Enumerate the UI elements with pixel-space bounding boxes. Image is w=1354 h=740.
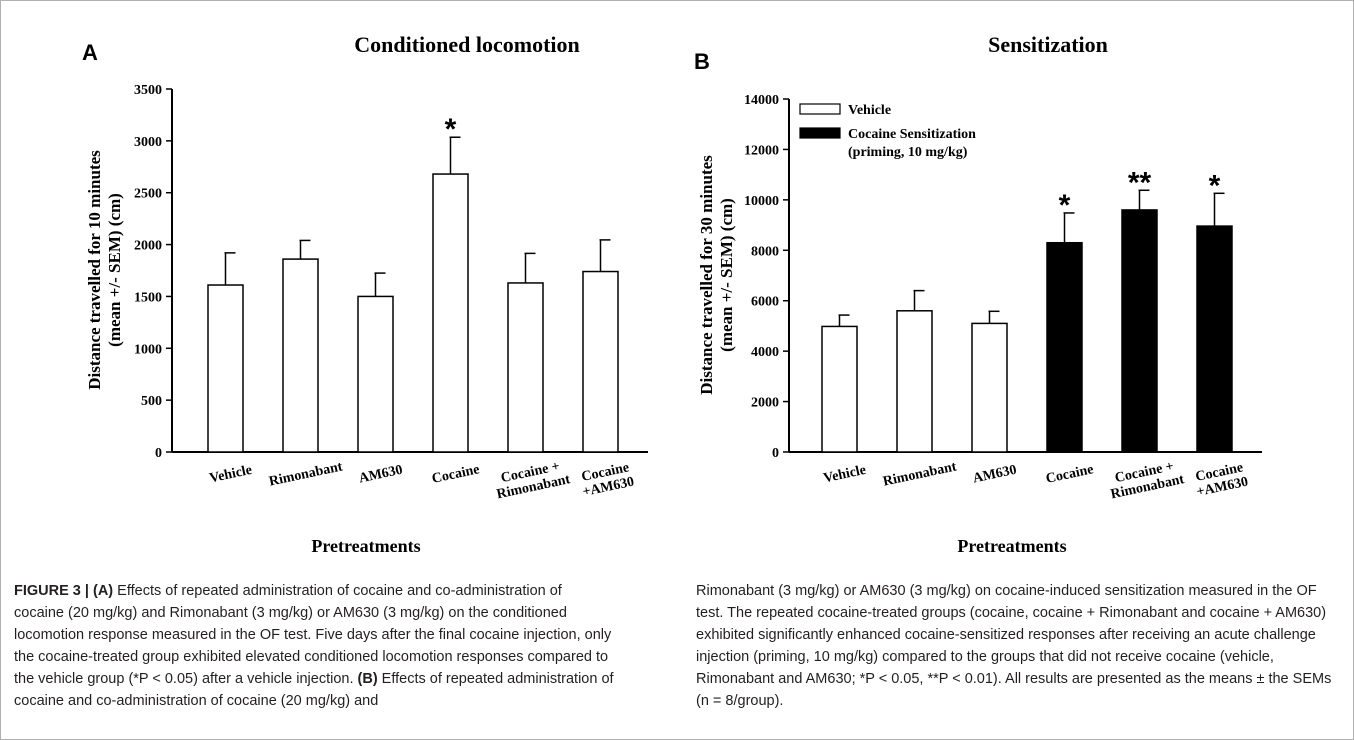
legend-label: Cocaine Sensitization (848, 127, 976, 142)
y-axis-label-line: Distance travelled for 10 minutes (85, 150, 104, 390)
y-axis-label: Distance travelled for 30 minutes(mean +… (697, 155, 736, 395)
x-axis-label: Pretreatments (957, 536, 1066, 556)
category-label-line: Cocaine (1045, 462, 1095, 487)
significance-marker: ** (1128, 166, 1152, 199)
category-label: Cocaine +Rimonabant (492, 457, 572, 502)
category-label: Vehicle (822, 463, 867, 487)
category-label-line: Vehicle (822, 463, 867, 487)
category-label-line: Rimonabant (268, 459, 344, 489)
y-axis-label-line: Distance travelled for 30 minutes (697, 155, 716, 395)
category-label-line: Rimonabant (882, 459, 958, 489)
y-tick-label: 4000 (751, 345, 779, 360)
category-label-line: AM630 (972, 463, 1018, 487)
caption-text: (A) (93, 583, 114, 599)
category-label: Cocaine (431, 462, 481, 487)
y-tick-label: 3500 (134, 83, 162, 98)
legend-label: Vehicle (848, 103, 891, 118)
caption-text: Effects of repeated administration of co… (14, 583, 612, 687)
bar (282, 258, 319, 453)
bar (1196, 225, 1233, 453)
bar (507, 282, 544, 453)
y-axis-label-line: (mean +/- SEM) (cm) (105, 193, 124, 347)
y-tick-label: 2000 (751, 396, 779, 411)
category-label-line: AM630 (358, 463, 404, 487)
bar (432, 173, 469, 453)
category-label: Cocaine+AM630 (578, 460, 635, 500)
caption-text: Rimonabant (3 mg/kg) or AM630 (3 mg/kg) … (696, 583, 1332, 709)
bar (1046, 241, 1083, 453)
category-label: AM630 (972, 463, 1018, 487)
figure-charts: A Conditioned locomotion 0 500 1000 1500 2000 2… (82, 32, 1262, 556)
category-label: Rimonabant (268, 459, 344, 489)
bar (207, 284, 244, 453)
chart-panel-B: B Sensitization 0 2000 4000 6000 8000 10000 1200… (694, 32, 1262, 556)
legend-swatch (799, 127, 841, 139)
significance-marker: * (1059, 189, 1071, 222)
y-tick-label: 1000 (134, 342, 162, 357)
bar (1121, 209, 1158, 453)
y-tick-label: 500 (141, 394, 162, 409)
y-tick-label: 14000 (744, 93, 779, 108)
category-label: Cocaine +Rimonabant (1106, 457, 1186, 502)
y-tick-label: 6000 (751, 295, 779, 310)
bar (971, 322, 1008, 453)
y-tick-label: 12000 (744, 143, 779, 158)
panel-letter: B (694, 49, 710, 74)
y-axis-label: Distance travelled for 10 minutes(mean +… (85, 150, 124, 390)
legend-label: (priming, 10 mg/kg) (848, 145, 968, 160)
y-tick-label: 0 (772, 446, 779, 461)
legend-swatch (799, 103, 841, 115)
category-label: AM630 (358, 463, 404, 487)
caption-right: Rimonabant (3 mg/kg) or AM630 (3 mg/kg) … (696, 580, 1336, 712)
caption-text: (B) (357, 671, 378, 687)
y-tick-label: 2500 (134, 187, 162, 202)
bar (896, 310, 933, 453)
panel-letter: A (82, 40, 98, 65)
y-tick-label: 1500 (134, 290, 162, 305)
caption-text: FIGURE 3 | (14, 583, 93, 599)
bar (821, 325, 858, 453)
y-tick-label: 10000 (744, 194, 779, 209)
y-axis-label-line: (mean +/- SEM) (cm) (717, 198, 736, 352)
caption-text: Effects of repeated administration of co… (14, 671, 614, 709)
chart-title: Sensitization (988, 32, 1108, 57)
category-label-line: Cocaine (431, 462, 481, 487)
caption-left: FIGURE 3 | (A) Effects of repeated admin… (14, 580, 614, 712)
y-tick-label: 3000 (134, 135, 162, 150)
category-label: Cocaine (1045, 462, 1095, 487)
category-label-line: Vehicle (208, 463, 253, 487)
chart-panel-A: A Conditioned locomotion 0 500 1000 1500 2000 2… (82, 32, 648, 556)
bar (357, 295, 394, 453)
y-tick-label: 2000 (134, 239, 162, 254)
category-label: Cocaine+AM630 (1192, 460, 1249, 500)
category-label: Rimonabant (882, 459, 958, 489)
significance-marker: * (445, 113, 457, 146)
category-label: Vehicle (208, 463, 253, 487)
y-tick-label: 8000 (751, 244, 779, 259)
chart-title: Conditioned locomotion (354, 32, 580, 57)
y-tick-label: 0 (155, 446, 162, 461)
legend: Vehicle Cocaine Sensitization (priming, 10… (799, 103, 976, 160)
x-axis-label: Pretreatments (311, 536, 420, 556)
significance-marker: * (1209, 169, 1221, 202)
bar (582, 270, 619, 453)
